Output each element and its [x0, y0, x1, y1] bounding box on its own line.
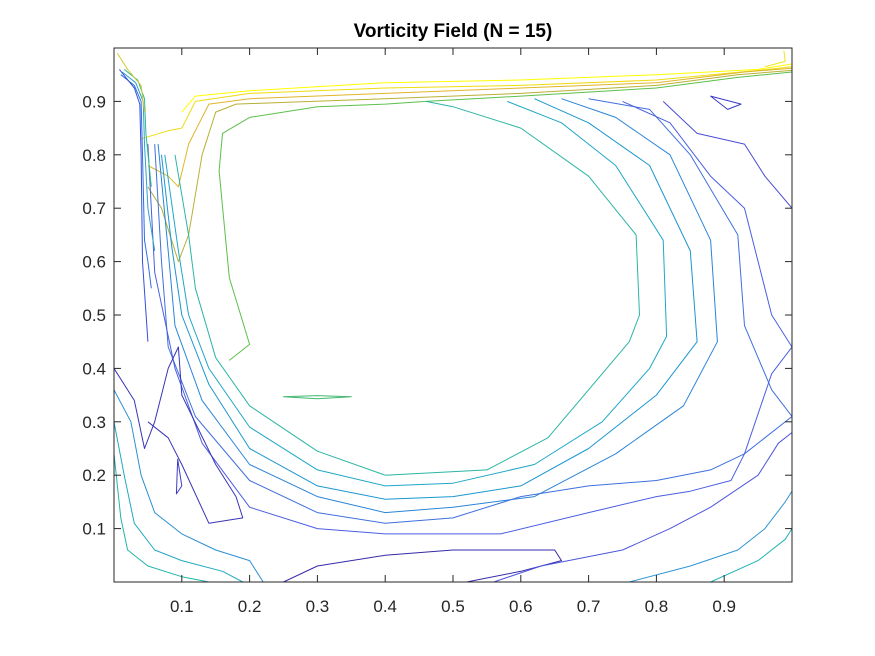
x-tick-label: 0.4 — [373, 597, 397, 616]
contour-line-13 — [710, 95, 742, 110]
y-tick-label: 0.4 — [82, 359, 106, 378]
y-tick-label: 0.2 — [82, 466, 106, 485]
contour-line-3 — [147, 69, 792, 263]
contour-line-8 — [161, 98, 698, 500]
x-tick-label: 0.8 — [645, 597, 669, 616]
contour-line-18 — [114, 421, 244, 582]
contour-line-17 — [114, 389, 264, 582]
chart-title: Vorticity Field (N = 15) — [353, 21, 553, 42]
contour-line-6 — [174, 100, 640, 476]
contour-line-28 — [764, 50, 786, 68]
contour-line-20 — [493, 432, 792, 582]
contour-line-1 — [140, 66, 792, 140]
contour-line-12 — [662, 101, 792, 209]
y-tick-label: 0.7 — [82, 199, 106, 218]
x-tick-label: 0.2 — [238, 597, 262, 616]
y-tick-label: 0.5 — [82, 306, 106, 325]
contour-line-15 — [114, 346, 244, 524]
contour-line-26 — [116, 53, 145, 113]
contour-line-9 — [157, 98, 718, 514]
contour-lines — [114, 50, 792, 582]
contour-line-4 — [218, 71, 792, 361]
y-tick-label: 0.3 — [82, 413, 106, 432]
contour-line-23 — [120, 74, 152, 289]
x-tick-label: 0.7 — [577, 597, 601, 616]
y-tick-label: 0.6 — [82, 253, 106, 272]
contour-line-2 — [147, 67, 792, 188]
contour-line-22 — [710, 528, 792, 582]
contour-line-21 — [629, 490, 792, 582]
contour-line-5 — [283, 395, 352, 400]
contour-line-14 — [175, 458, 183, 495]
contour-line-27 — [119, 69, 149, 342]
y-tick-label: 0.8 — [82, 146, 106, 165]
contour-line-10 — [154, 98, 792, 524]
contour-line-24 — [121, 71, 156, 251]
x-tick-label: 0.6 — [509, 597, 533, 616]
axes-box — [113, 47, 793, 583]
contour-line-0 — [181, 63, 792, 113]
x-tick-label: 0.1 — [170, 597, 194, 616]
contour-line-7 — [164, 100, 668, 487]
axes: 0.1 0.2 0.3 0.4 0.5 0.6 0.7 0.8 0.9 0.1 0.2 0.3 0.4 0… — [82, 47, 793, 616]
y-tick-label: 0.9 — [82, 92, 106, 111]
x-tick-label: 0.3 — [306, 597, 330, 616]
x-tick-label: 0.9 — [712, 597, 736, 616]
x-tick-label: 0.5 — [441, 597, 465, 616]
contour-line-19 — [114, 453, 209, 582]
y-tick-label: 0.1 — [82, 520, 106, 539]
contour-line-16 — [283, 549, 562, 582]
